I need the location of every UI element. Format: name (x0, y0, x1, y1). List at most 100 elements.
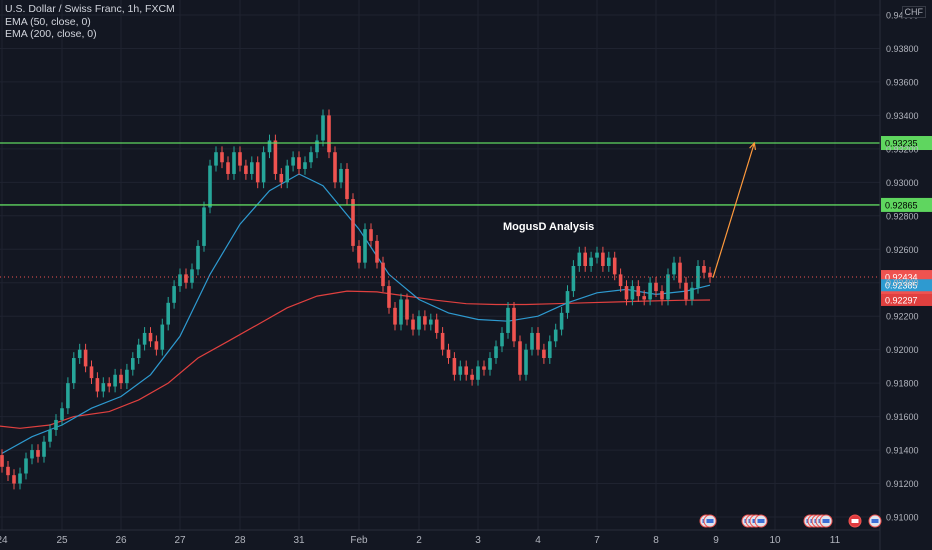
candle-body (642, 296, 646, 300)
candle-body (660, 291, 664, 300)
event-flags[interactable] (699, 514, 882, 528)
candle-body (411, 319, 415, 330)
x-tick-label: 31 (293, 535, 305, 546)
candle-body (648, 282, 652, 300)
candle-body (24, 458, 28, 474)
candle-body (357, 245, 361, 263)
candle-body (273, 140, 278, 174)
candle-body (267, 140, 272, 153)
ema200-price-label: 0.92297 (885, 295, 918, 305)
ema50-layer (1, 173, 711, 454)
y-tick-label: 0.93200 (886, 144, 919, 154)
candle-body (333, 152, 337, 183)
candle-body (612, 257, 617, 275)
candle-body (6, 466, 10, 476)
candle-body (630, 286, 635, 300)
candle-body (399, 299, 403, 325)
candle-body (89, 366, 94, 379)
x-tick-label: 27 (174, 535, 186, 546)
candle-body (190, 269, 194, 283)
annotation-label: MogusD Analysis (503, 221, 594, 233)
candle-body (506, 307, 510, 333)
currency-badge[interactable]: CHF (901, 6, 926, 18)
candle-body (405, 299, 409, 320)
candle-body (530, 332, 534, 350)
candle-body (369, 229, 373, 241)
candle-body (571, 266, 576, 292)
candle-body (351, 199, 355, 246)
candle-body (285, 165, 289, 183)
candle-body (553, 329, 558, 342)
candle-body (678, 262, 682, 283)
candle-body (321, 115, 325, 141)
candle-body (607, 257, 611, 266)
level-price-label: 0.93235 (885, 139, 918, 149)
candle-body (696, 266, 700, 288)
candle-body (66, 383, 70, 409)
time-axis[interactable]: 24 25 26 27 28 31 Feb 2 3 4 7 8 9 10 11 (0, 529, 880, 546)
candle-body (476, 366, 480, 380)
candle-body (666, 274, 670, 300)
candle-body (238, 152, 242, 166)
last-price-label: 0.92434 (885, 273, 918, 283)
y-tick-label: 0.93800 (886, 44, 919, 54)
candle-body (618, 274, 623, 287)
candle-body (291, 157, 295, 166)
ema50-legend[interactable]: EMA (50, close, 0) (5, 15, 91, 28)
candle-body (131, 358, 135, 370)
candle-body (36, 450, 40, 457)
event-flag-mark (851, 519, 859, 523)
candle-body (72, 358, 76, 384)
event-flag-mark (757, 519, 765, 523)
candle-body (624, 286, 629, 300)
candle-body (303, 162, 307, 169)
candle-body (113, 374, 117, 387)
candle-body (279, 173, 284, 183)
symbol-title[interactable]: U.S. Dollar / Swiss Franc, 1h, FXCM (5, 3, 175, 15)
level-price-label: 0.92865 (885, 200, 918, 210)
candle-body (429, 319, 433, 325)
candle-body (244, 165, 248, 174)
y-tick-label: 0.91000 (886, 513, 919, 523)
candle-body (381, 262, 385, 287)
candle-body (387, 286, 391, 308)
candle-body (423, 316, 427, 325)
y-tick-label: 0.92800 (886, 211, 919, 221)
ema50-line (1, 173, 711, 454)
candle-body (601, 252, 605, 266)
candle-body (542, 349, 546, 359)
candle-body (500, 332, 504, 347)
y-tick-label: 0.91600 (886, 412, 919, 422)
candle-body (309, 152, 313, 163)
candle-body (446, 349, 451, 359)
candle-body (327, 115, 331, 153)
candle-body (488, 358, 492, 370)
candle-body (452, 358, 457, 375)
candle-body (54, 419, 58, 430)
candle-body (518, 341, 522, 375)
candle-body (12, 475, 16, 484)
chart-legend: U.S. Dollar / Swiss Franc, 1h, FXCM EMA … (5, 3, 175, 41)
candle-body (684, 282, 688, 300)
candle-body (393, 307, 397, 325)
x-tick-label: 2 (416, 535, 422, 546)
candle-body (512, 307, 516, 342)
candle-body (250, 162, 254, 174)
candle-body (148, 332, 153, 342)
candle-body (101, 383, 106, 392)
ema200-legend[interactable]: EMA (200, close, 0) (5, 28, 97, 40)
chart-grid (0, 0, 880, 530)
y-tick-label: 0.91800 (886, 379, 919, 389)
x-tick-label: 28 (234, 535, 246, 546)
y-tick-label: 0.93600 (886, 77, 919, 87)
y-tick-label: 0.92000 (886, 345, 919, 355)
x-tick-label: 3 (475, 535, 481, 546)
candle-body (482, 366, 486, 370)
level-price-badge (881, 197, 932, 212)
candle-body (565, 291, 570, 313)
y-tick-label: 0.91200 (886, 479, 919, 489)
candle-body (196, 245, 200, 270)
candle-body (589, 257, 593, 266)
